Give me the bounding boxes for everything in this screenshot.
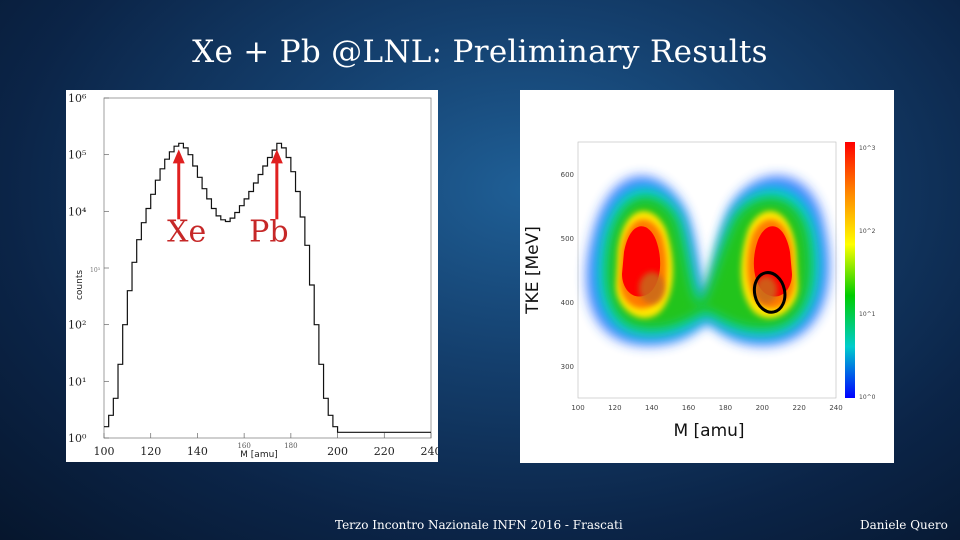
footer-conference: Terzo Incontro Nazionale INFN 2016 - Fra… xyxy=(335,518,623,532)
x-axis-label: M [amu] xyxy=(240,450,278,460)
colorbar-tick-label: 10^3 xyxy=(859,145,876,152)
colorbar-tick-label: 10^0 xyxy=(859,394,876,401)
x-axis-label: M [amu] xyxy=(673,421,744,441)
x-tick-label: 200 xyxy=(327,445,348,458)
x-tick-label: 220 xyxy=(374,445,395,458)
x-tick-label: 120 xyxy=(140,445,161,458)
footer-author: Daniele Quero xyxy=(860,518,948,532)
x-tick-label: 220 xyxy=(792,404,805,412)
y-tick-label: 10⁵ xyxy=(68,149,86,162)
y-axis-label: counts xyxy=(75,270,85,300)
highlight-ellipse xyxy=(752,271,787,314)
y-tick-label: 10⁶ xyxy=(68,92,87,105)
y-tick-label: 10³ xyxy=(90,267,101,274)
y-tick-label: 500 xyxy=(561,235,574,243)
plot-frame xyxy=(103,97,432,439)
y-tick-label: 10⁰ xyxy=(68,432,87,445)
density-shoulder-left xyxy=(639,272,665,304)
x-tick-label: 100 xyxy=(94,445,115,458)
x-tick-label: 240 xyxy=(829,404,842,412)
colorbar-tick-label: 10^2 xyxy=(859,228,876,235)
peak-label: Xe xyxy=(167,214,206,249)
mass-histogram-panel: 10⁶ 10⁵ 10⁴ 10³ 10² 10¹ 10⁰ 100 120 140 160 180 200 2… xyxy=(66,90,442,462)
heatmap-density xyxy=(586,175,830,346)
x-tick-label: 200 xyxy=(756,404,769,412)
y-tick-label: 300 xyxy=(561,363,574,371)
y-tick-label: 400 xyxy=(561,299,574,307)
x-tick-label: 180 xyxy=(719,404,732,412)
x-tick-label: 140 xyxy=(645,404,658,412)
y-tick-label: 600 xyxy=(561,171,574,179)
peak-label: Pb xyxy=(249,214,288,249)
x-tick-label: 100 xyxy=(571,404,584,412)
arrow-head xyxy=(270,149,283,164)
series-line xyxy=(104,142,431,433)
density-shoulder-right xyxy=(755,276,777,304)
plot-frame xyxy=(577,141,837,399)
y-tick-label: 10¹ xyxy=(68,375,86,388)
colorbar xyxy=(845,142,855,398)
peak-annotation: Xe xyxy=(167,149,206,249)
slide-title: Xe + Pb @LNL: Preliminary Results xyxy=(192,34,768,70)
colorbar-tick-label: 10^1 xyxy=(859,311,876,318)
peak-annotation: Pb xyxy=(249,149,289,249)
x-tick-label: 160 xyxy=(682,404,695,412)
arrow-head xyxy=(172,149,185,164)
y-tick-label: 10² xyxy=(68,319,86,332)
y-axis-label: TKE [MeV] xyxy=(523,226,543,315)
tke-mass-heatmap-panel: 100 120 140 160 180 200 220 240 600 500 400 300 10^… xyxy=(520,90,894,463)
tke-mass-heatmap-chart: 100 120 140 160 180 200 220 240 600 500 400 300 10^… xyxy=(523,141,876,441)
mass-histogram-chart: 10⁶ 10⁵ 10⁴ 10³ 10² 10¹ 10⁰ 100 120 140 160 180 200 2… xyxy=(68,92,442,460)
x-tick-label: 120 xyxy=(608,404,621,412)
x-tick-label: 240 xyxy=(421,445,439,458)
y-tick-label: 10⁴ xyxy=(68,205,87,218)
x-tick-label: 180 xyxy=(284,442,297,450)
x-tick-label: 160 xyxy=(237,442,250,450)
x-tick-label: 140 xyxy=(187,445,208,458)
